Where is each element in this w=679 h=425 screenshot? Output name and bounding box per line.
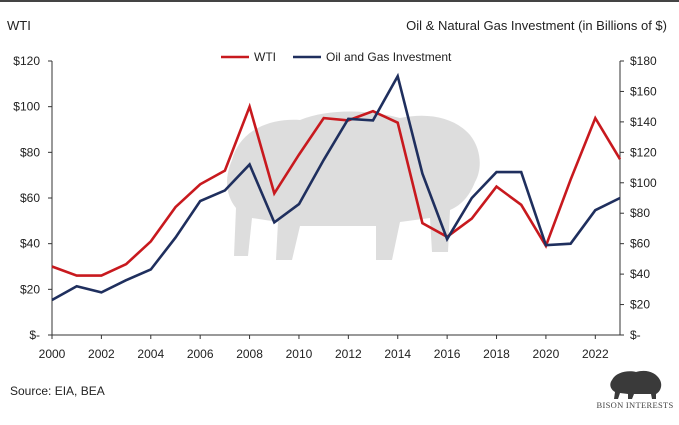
right-tick-label: $80 (630, 206, 650, 220)
right-tick-label: $100 (630, 176, 657, 190)
x-tick-label: 2002 (88, 347, 115, 361)
right-tick-label: $- (630, 328, 641, 342)
x-tick-label: 2010 (286, 347, 313, 361)
right-tick-label: $20 (630, 298, 650, 312)
left-tick-label: $20 (20, 282, 40, 296)
left-tick-label: $60 (20, 191, 40, 205)
x-tick-label: 2006 (187, 347, 214, 361)
x-tick-label: 2012 (335, 347, 362, 361)
x-tick-label: 2016 (434, 347, 461, 361)
x-tick-label: 2008 (236, 347, 263, 361)
source-note: Source: EIA, BEA (10, 384, 105, 398)
left-tick-label: $100 (13, 100, 40, 114)
logo-wordmark: BISON INTERESTS (596, 400, 674, 410)
left-tick-label: $- (29, 328, 40, 342)
x-tick-label: 2014 (384, 347, 411, 361)
left-tick-label: $80 (20, 145, 40, 159)
right-tick-label: $180 (630, 54, 657, 68)
bison-interests-logo: BISON INTERESTS (596, 366, 674, 416)
investment-series-line (51, 72, 621, 302)
wti-series-line (51, 102, 622, 277)
right-tick-label: $140 (630, 115, 657, 129)
left-tick-label: $40 (20, 237, 40, 251)
legend-wti-label: WTI (254, 50, 276, 64)
left-axis-title: WTI (7, 18, 31, 33)
right-tick-label: $160 (630, 84, 657, 98)
right-tick-label: $60 (630, 237, 650, 251)
x-tick-label: 2004 (137, 347, 164, 361)
x-tick-label: 2018 (483, 347, 510, 361)
right-tick-label: $40 (630, 267, 650, 281)
legend-investment-label: Oil and Gas Investment (326, 50, 452, 64)
left-tick-label: $120 (13, 54, 40, 68)
right-tick-label: $120 (630, 145, 657, 159)
right-axis-title: Oil & Natural Gas Investment (in Billion… (406, 18, 667, 33)
bison-logo-icon (610, 370, 662, 399)
top-rule (0, 0, 679, 2)
x-tick-label: 2020 (533, 347, 560, 361)
bison-watermark-icon (227, 111, 480, 260)
x-tick-label: 2022 (582, 347, 609, 361)
x-tick-label: 2000 (39, 347, 66, 361)
